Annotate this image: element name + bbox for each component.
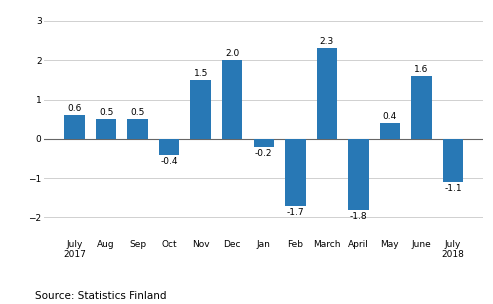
Text: -0.2: -0.2: [255, 149, 273, 158]
Text: 2.0: 2.0: [225, 49, 239, 58]
Bar: [222, 60, 243, 139]
Text: 0.4: 0.4: [383, 112, 397, 121]
Text: -1.7: -1.7: [286, 208, 304, 217]
Text: Source: Statistics Finland: Source: Statistics Finland: [35, 291, 166, 301]
Text: 0.5: 0.5: [99, 108, 113, 117]
Text: 0.6: 0.6: [68, 104, 82, 113]
Text: 1.6: 1.6: [414, 64, 428, 74]
Bar: [443, 139, 463, 182]
Text: 0.5: 0.5: [131, 108, 145, 117]
Bar: [127, 119, 148, 139]
Text: -1.1: -1.1: [444, 185, 462, 193]
Bar: [380, 123, 400, 139]
Text: -1.8: -1.8: [350, 212, 367, 221]
Bar: [253, 139, 274, 147]
Bar: [64, 115, 85, 139]
Bar: [159, 139, 179, 154]
Bar: [411, 76, 432, 139]
Bar: [96, 119, 116, 139]
Bar: [285, 139, 306, 206]
Text: -0.4: -0.4: [160, 157, 178, 166]
Bar: [348, 139, 369, 209]
Text: 1.5: 1.5: [194, 68, 208, 78]
Text: 2.3: 2.3: [319, 37, 334, 46]
Bar: [317, 48, 337, 139]
Bar: [190, 80, 211, 139]
